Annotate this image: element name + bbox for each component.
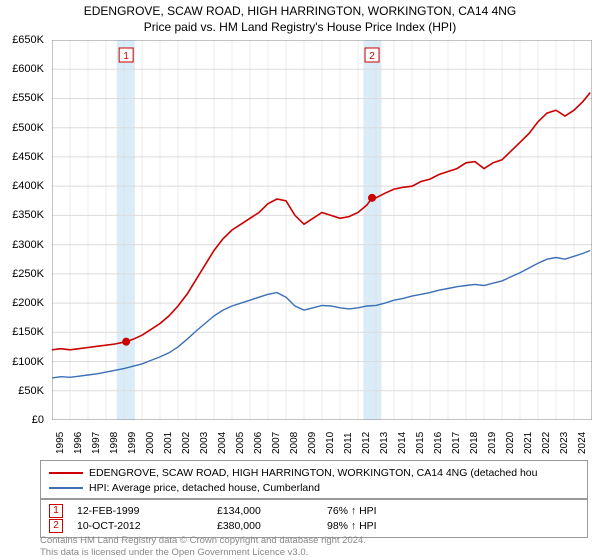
x-tick-label: 2010 bbox=[325, 432, 336, 454]
x-tick-label: 2004 bbox=[217, 432, 228, 454]
chart-title-line1: EDENGROVE, SCAW ROAD, HIGH HARRINGTON, W… bbox=[0, 4, 600, 18]
x-tick-label: 1998 bbox=[109, 432, 120, 454]
markers-table: 1 12-FEB-1999£134,00076% ↑ HPI 2 10-OCT-201… bbox=[40, 498, 588, 538]
legend-label: HPI: Average price, detached house, Cumb… bbox=[89, 482, 320, 494]
y-tick-label: £550K bbox=[12, 92, 44, 104]
x-tick-label: 1997 bbox=[91, 432, 102, 454]
y-tick-label: £300K bbox=[12, 239, 44, 251]
x-axis-labels: 1995 1996 1997 1998 1999 2000 2001 2002 2003 2004… bbox=[52, 422, 592, 458]
legend-row: HPI: Average price, detached house, Cumb… bbox=[49, 480, 579, 495]
y-tick-label: £450K bbox=[12, 151, 44, 163]
legend-box: EDENGROVE, SCAW ROAD, HIGH HARRINGTON, W… bbox=[40, 460, 588, 500]
x-tick-label: 1999 bbox=[127, 432, 138, 454]
y-tick-label: £200K bbox=[12, 297, 44, 309]
marker-date: 12-FEB-1999 bbox=[77, 505, 217, 517]
legend-line-swatch bbox=[49, 472, 83, 474]
y-tick-label: £500K bbox=[12, 122, 44, 134]
x-tick-label: 2023 bbox=[559, 432, 570, 454]
x-tick-label: 2019 bbox=[487, 432, 498, 454]
x-tick-label: 2016 bbox=[433, 432, 444, 454]
y-tick-label: £350K bbox=[12, 209, 44, 221]
x-tick-label: 2012 bbox=[361, 432, 372, 454]
marker-price: £134,000 bbox=[217, 505, 327, 517]
marker-row: 1 12-FEB-1999£134,00076% ↑ HPI bbox=[49, 503, 579, 518]
y-tick-label: £50K bbox=[18, 385, 44, 397]
x-tick-label: 2011 bbox=[343, 432, 354, 454]
x-tick-label: 2021 bbox=[523, 432, 534, 454]
y-axis-labels: £0£50K£100K£150K£200K£250K£300K£350K£400… bbox=[0, 40, 48, 420]
svg-text:2: 2 bbox=[369, 51, 375, 62]
y-tick-label: £250K bbox=[12, 268, 44, 280]
legend-label: EDENGROVE, SCAW ROAD, HIGH HARRINGTON, W… bbox=[89, 467, 538, 479]
x-tick-label: 2008 bbox=[289, 432, 300, 454]
marker-price: £380,000 bbox=[217, 520, 327, 532]
marker-date: 10-OCT-2012 bbox=[77, 520, 217, 532]
legend-row: EDENGROVE, SCAW ROAD, HIGH HARRINGTON, W… bbox=[49, 465, 579, 480]
x-tick-label: 2000 bbox=[145, 432, 156, 454]
legend-line-swatch bbox=[49, 487, 83, 489]
x-tick-label: 2022 bbox=[541, 432, 552, 454]
x-tick-label: 2020 bbox=[505, 432, 516, 454]
x-tick-label: 2015 bbox=[415, 432, 426, 454]
footer-line2: This data is licensed under the Open Gov… bbox=[40, 547, 366, 558]
y-tick-label: £400K bbox=[12, 180, 44, 192]
x-tick-label: 2002 bbox=[181, 432, 192, 454]
chart-plot-area: 12 bbox=[52, 40, 592, 420]
marker-badge: 1 bbox=[49, 504, 63, 518]
x-tick-label: 1995 bbox=[55, 432, 66, 454]
marker-pct: 76% ↑ HPI bbox=[327, 505, 377, 517]
x-tick-label: 2017 bbox=[451, 432, 462, 454]
x-tick-label: 2007 bbox=[271, 432, 282, 454]
marker-pct: 98% ↑ HPI bbox=[327, 520, 377, 532]
y-tick-label: £650K bbox=[12, 34, 44, 46]
x-tick-label: 2006 bbox=[253, 432, 264, 454]
y-tick-label: £150K bbox=[12, 326, 44, 338]
y-tick-label: £600K bbox=[12, 63, 44, 75]
x-tick-label: 2009 bbox=[307, 432, 318, 454]
footer-line1: Contains HM Land Registry data © Crown c… bbox=[40, 535, 366, 546]
x-tick-label: 2014 bbox=[397, 432, 408, 454]
x-tick-label: 1996 bbox=[73, 432, 84, 454]
x-tick-label: 2003 bbox=[199, 432, 210, 454]
chart-footer: Contains HM Land Registry data © Crown c… bbox=[40, 535, 366, 558]
x-tick-label: 2013 bbox=[379, 432, 390, 454]
marker-row: 2 10-OCT-2012£380,00098% ↑ HPI bbox=[49, 518, 579, 533]
chart-title-line2: Price paid vs. HM Land Registry's House … bbox=[0, 20, 600, 34]
chart-container: EDENGROVE, SCAW ROAD, HIGH HARRINGTON, W… bbox=[0, 0, 600, 560]
y-tick-label: £0 bbox=[32, 414, 44, 426]
y-tick-label: £100K bbox=[12, 356, 44, 368]
x-tick-label: 2001 bbox=[163, 432, 174, 454]
x-tick-label: 2024 bbox=[577, 432, 588, 454]
x-tick-label: 2005 bbox=[235, 432, 246, 454]
marker-badge: 2 bbox=[49, 519, 63, 533]
svg-text:1: 1 bbox=[123, 51, 129, 62]
x-tick-label: 2018 bbox=[469, 432, 480, 454]
